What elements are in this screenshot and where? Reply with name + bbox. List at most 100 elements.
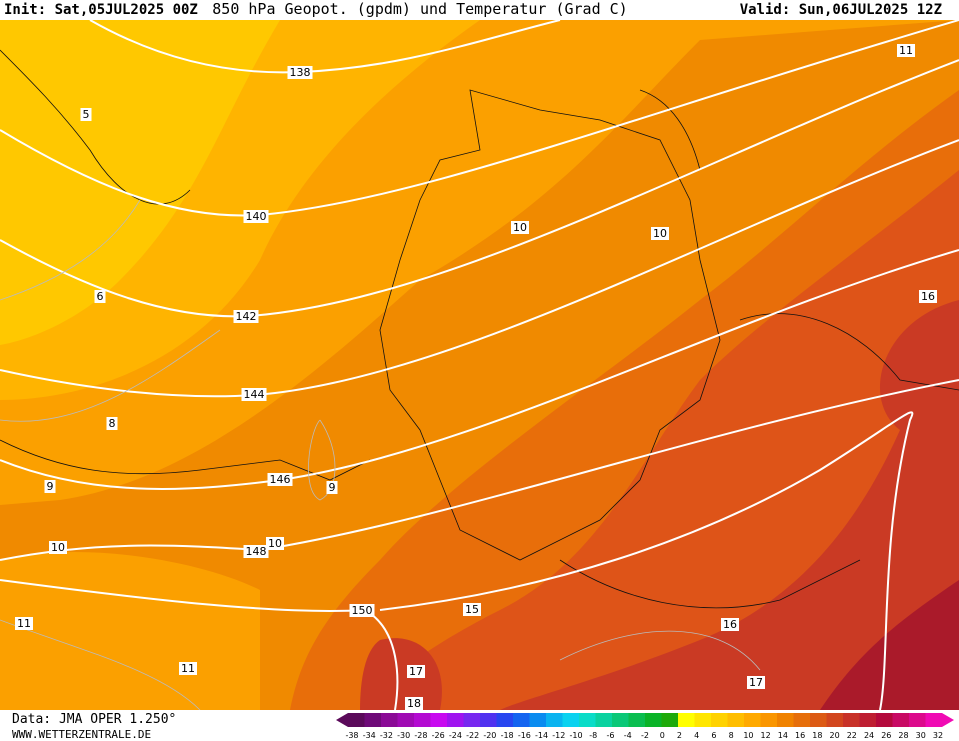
- temperature-label-box: [49, 541, 67, 554]
- colorbar-swatch: [859, 713, 876, 727]
- colorbar-swatch: [348, 713, 365, 727]
- colorbar: -38 -34 -32 -30 -28 -26 -24 -22 -20 -18 -16 -14 -12-…: [336, 713, 954, 740]
- colorbar-swatch: [579, 713, 596, 727]
- colorbar-swatch: [480, 713, 497, 727]
- colorbar-label: -16: [518, 731, 531, 740]
- temperature-label-box: [106, 417, 118, 430]
- isohypses: [0, 20, 959, 710]
- colorbar-label: 12: [761, 731, 771, 740]
- colorbar-swatch: [810, 713, 827, 727]
- temperature-label: 8: [109, 417, 116, 430]
- colorbar-label: -26: [432, 731, 445, 740]
- colorbar-swatch: [661, 713, 678, 727]
- colorbar-label: 18: [812, 731, 822, 740]
- temperature-label: 16: [921, 290, 935, 303]
- colorbar-swatch: [414, 713, 431, 727]
- temperature-label-box: [407, 665, 425, 678]
- temperature-label: 10: [513, 221, 527, 234]
- colorbar-label: -8: [589, 731, 597, 740]
- data-source: Data: JMA OPER 1.250°: [12, 712, 176, 727]
- colorbar-swatch: [925, 713, 942, 727]
- colorbar-swatch: [826, 713, 843, 727]
- geopotential-label: 150: [352, 604, 373, 617]
- colorbar-swatch: [777, 713, 794, 727]
- map-title: 850 hPa Geopot. (gpdm) und Temperatur (G…: [212, 0, 627, 18]
- colorbar-arrow: [942, 713, 954, 727]
- temperature-label-box: [15, 617, 33, 630]
- temperature-label-box: [721, 618, 739, 631]
- temperature-label: 6: [97, 290, 104, 303]
- colorbar-swatch: [645, 713, 662, 727]
- geopotential-label: 148: [246, 545, 267, 558]
- colorbar-label: 26: [881, 731, 891, 740]
- geopotential-label-box: [233, 310, 259, 323]
- colorbar-swatch: [694, 713, 711, 727]
- colorbar-swatch: [612, 713, 629, 727]
- colorbar-swatch: [430, 713, 447, 727]
- geopotential-label-box: [241, 388, 267, 401]
- colorbar-label: 8: [729, 731, 734, 740]
- temperature-label-box: [463, 603, 481, 616]
- colorbar-swatch: [595, 713, 612, 727]
- temperature-label-box: [94, 290, 106, 303]
- temperature-label-box: [326, 481, 338, 494]
- colorbar-arrow: [336, 713, 348, 727]
- colorbar-label: -12: [552, 731, 565, 740]
- borders: [0, 49, 959, 609]
- colorbar-label: 24: [864, 731, 874, 740]
- temperature-label: 11: [181, 662, 195, 675]
- colorbar-swatch: [909, 713, 926, 727]
- temperature-field: [0, 20, 959, 710]
- colorbar-label: -6: [607, 731, 615, 740]
- temperature-label-box: [179, 662, 197, 675]
- colorbar-label: -14: [535, 731, 548, 740]
- temperature-label-box: [651, 227, 669, 240]
- colorbar-label: 10: [743, 731, 753, 740]
- colorbar-swatch: [843, 713, 860, 727]
- temperature-label-box: [747, 676, 765, 689]
- colorbar-swatch: [727, 713, 744, 727]
- init-time: Init: Sat,05JUL2025 00Z: [4, 2, 198, 18]
- temperature-label: 17: [409, 665, 423, 678]
- colorbar-swatch: [546, 713, 563, 727]
- temperature-label: 10: [268, 537, 282, 550]
- temperature-label: 10: [51, 541, 65, 554]
- colorbar-swatch: [463, 713, 480, 727]
- colorbar-label: 0: [660, 731, 665, 740]
- colorbar-label: -28: [414, 731, 427, 740]
- geopotential-label-box: [267, 473, 293, 486]
- colorbar-label: -38: [345, 731, 358, 740]
- geopotential-label: 140: [246, 210, 267, 223]
- valid-time: Valid: Sun,06JUL2025 12Z: [740, 2, 942, 18]
- colorbar-swatch: [529, 713, 546, 727]
- colorbar-label: -20: [483, 731, 496, 740]
- colorbar-swatch: [397, 713, 414, 727]
- colorbar-swatch: [892, 713, 909, 727]
- colorbar-label: 32: [933, 731, 943, 740]
- colorbar-label: -22: [466, 731, 479, 740]
- temperature-label-box: [511, 221, 529, 234]
- colorbar-label: -32: [380, 731, 393, 740]
- colorbar-swatch: [562, 713, 579, 727]
- temperature-label-box: [266, 537, 284, 550]
- geopotential-label-box: [243, 545, 269, 558]
- contour-labels: 138 140 142 144 146 148 150 5 6 8 9 9 10 10 10 10 11 11 11…: [15, 44, 937, 710]
- colorbar-swatch: [876, 713, 893, 727]
- geopotential-label: 146: [270, 473, 291, 486]
- colorbar-label: 14: [778, 731, 788, 740]
- temperature-label: 11: [899, 44, 913, 57]
- colorbar-swatch: [364, 713, 381, 727]
- temperature-label-box: [405, 697, 423, 710]
- geopotential-label-box: [349, 604, 375, 617]
- temperature-label-box: [80, 108, 92, 121]
- colorbar-swatch: [678, 713, 695, 727]
- temperature-label-box: [44, 480, 56, 493]
- colorbar-label: -18: [501, 731, 514, 740]
- colorbar-swatch: [447, 713, 464, 727]
- temperature-label-box: [897, 44, 915, 57]
- colorbar-label: -10: [570, 731, 583, 740]
- colorbar-swatch: [513, 713, 530, 727]
- colorbar-label: 6: [711, 731, 716, 740]
